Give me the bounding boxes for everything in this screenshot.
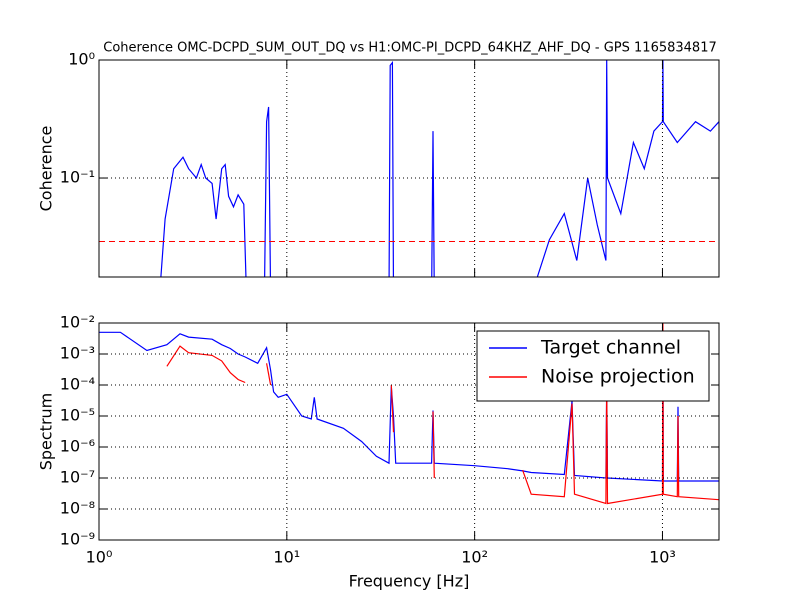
y-tick-label: 10⁻³ xyxy=(60,344,95,363)
y-tick-label: 10⁻¹ xyxy=(60,168,95,187)
series-line xyxy=(522,323,719,505)
y-tick-label: 10⁻⁹ xyxy=(60,530,95,549)
x-axis-label: Frequency [Hz] xyxy=(349,572,470,591)
series-line xyxy=(388,60,395,277)
series-line xyxy=(264,106,271,277)
legend-label: Target channel xyxy=(540,337,681,359)
legend-label: Noise projection xyxy=(541,366,695,388)
y-axis-label: Spectrum xyxy=(37,393,56,471)
series-line xyxy=(432,411,435,479)
legend-box xyxy=(476,330,710,402)
series-line xyxy=(160,156,247,277)
series-line xyxy=(266,363,272,386)
y-tick-label: 10⁻² xyxy=(60,313,95,332)
axes-frame xyxy=(98,59,720,278)
series-line xyxy=(166,345,246,384)
y-tick-label: 10⁻⁶ xyxy=(60,437,95,456)
axes-frame xyxy=(98,322,720,541)
x-tick-label: 10² xyxy=(461,548,488,567)
y-tick-label: 10⁰ xyxy=(68,50,95,69)
x-tick-label: 10⁰ xyxy=(86,548,113,567)
y-tick-label: 10⁻⁴ xyxy=(60,375,95,394)
y-tick-label: 10⁻⁸ xyxy=(60,499,95,518)
chart-title: Coherence OMC-DCPD_SUM_OUT_DQ vs H1:OMC-… xyxy=(103,41,717,56)
y-axis-label: Coherence xyxy=(37,126,56,212)
x-tick-label: 10³ xyxy=(649,548,676,567)
series-line xyxy=(390,384,395,433)
x-tick-label: 10¹ xyxy=(273,548,300,567)
y-tick-label: 10⁻⁷ xyxy=(60,468,95,487)
y-tick-label: 10⁻⁵ xyxy=(60,406,95,425)
